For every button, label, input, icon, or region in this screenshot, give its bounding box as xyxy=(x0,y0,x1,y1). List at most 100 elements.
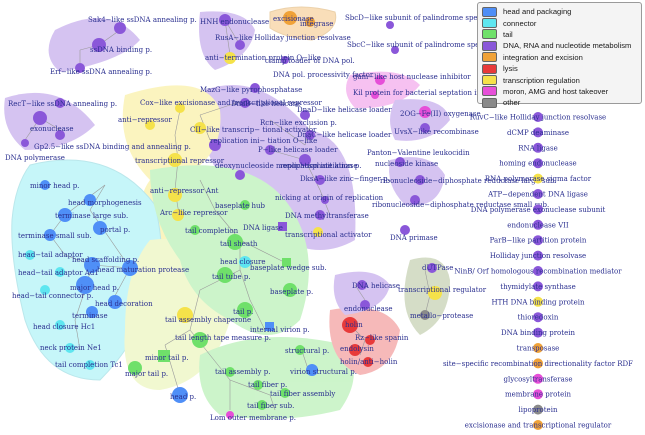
singleton-label: transposase xyxy=(517,345,560,353)
node-clamp xyxy=(281,56,289,64)
node-sak4 xyxy=(114,22,126,34)
lbl-tail-completion: tail completion xyxy=(185,227,239,235)
lbl-holin: holin xyxy=(345,321,363,329)
legend-swatch xyxy=(482,52,497,63)
node-tail-assembly-p xyxy=(225,367,235,377)
node-nicking xyxy=(321,196,329,204)
node-mazg xyxy=(250,83,260,93)
lbl-dnac: DnaC−like helicase loader xyxy=(297,131,392,139)
node-tail-completion xyxy=(190,225,200,235)
lbl-dksa: DksA−like zinc−finger p. xyxy=(300,175,390,183)
lbl-sbcc: SbcC−like subunit of palindrome specific… xyxy=(347,41,545,49)
node-metallo xyxy=(420,310,430,320)
node-erf xyxy=(75,63,85,73)
hull-dutpase xyxy=(404,257,450,335)
node-head-tail-conn xyxy=(40,285,50,295)
lbl-baseplate-wedge: baseplate wedge sub. xyxy=(250,264,327,272)
node-tail-completion-tc1 xyxy=(85,360,95,370)
lbl-excisionase: excisionase xyxy=(273,15,314,23)
node-head-scaffold xyxy=(84,257,100,273)
legend: head and packaging connector tail DNA, RNA … xyxy=(477,2,642,108)
lbl-tail-sheath: tail sheath xyxy=(220,240,258,248)
lbl-dna-pol-proc: DNA pol. processivity factor xyxy=(273,71,374,79)
singleton-node xyxy=(533,296,543,307)
node-labels: Sak4−like ssDNA annealing p. ssDNA bindi… xyxy=(5,14,557,422)
node-head-p xyxy=(172,387,188,403)
lbl-head-tail-conn: head−tail connector p. xyxy=(12,292,93,300)
node-tail-assembly-chap xyxy=(177,307,193,323)
hull-replication xyxy=(201,85,356,250)
singleton-node xyxy=(533,158,543,169)
lbl-structural: structural p. xyxy=(285,347,329,355)
node-trans-reg xyxy=(428,286,442,300)
node-trans-act xyxy=(313,227,323,237)
node-excisionase xyxy=(283,11,297,25)
lbl-terminase: terminase xyxy=(72,312,108,320)
node-virion-structural xyxy=(306,364,318,376)
lbl-major-head: major head p. xyxy=(70,284,119,292)
node-minor-head xyxy=(40,180,50,190)
node-rusa xyxy=(235,40,245,50)
lbl-rnr-large: ribonucleoside−diphosphate reductase lar… xyxy=(380,177,557,185)
lbl-trans-act: transcriptional activator xyxy=(285,231,372,239)
singleton-label: homing endonuclease xyxy=(499,160,576,168)
lbl-dna-polymerase: DNA polymerase xyxy=(5,154,65,162)
lbl-dnab: DnaB−like helicase xyxy=(231,100,300,108)
lbl-terminase-small: terminase small sub. xyxy=(18,232,92,240)
singleton-label: endonuclease VII xyxy=(507,221,569,229)
lbl-gam: gam−like host nuclease inhibitor xyxy=(353,73,471,81)
node-minor-tail xyxy=(158,350,170,362)
lbl-nicking: nicking at origin of replication xyxy=(275,194,384,202)
lbl-tail-completion-tc1: tail completion Tc1 xyxy=(55,361,123,369)
lbl-anti-rep-ant: anti−repressor Ant xyxy=(150,187,219,195)
lbl-dna-ligase: DNA ligase xyxy=(243,224,283,232)
lbl-lom: Lom outer membrane p. xyxy=(210,414,296,422)
legend-swatch xyxy=(482,75,497,86)
node-kil xyxy=(371,91,379,99)
legend-item: transcription regulation xyxy=(482,74,637,86)
hull-tail-green xyxy=(150,165,309,335)
lbl-dnad: DnaD−like helicase loader xyxy=(297,106,392,114)
node-gam xyxy=(375,75,385,85)
lbl-internal-virion: internal virion p. xyxy=(250,326,310,334)
lbl-tail-fiber-p: tail fiber p. xyxy=(248,381,287,389)
legend-swatch xyxy=(482,63,497,74)
singleton-node xyxy=(533,235,543,246)
node-dna-ligase xyxy=(278,222,287,231)
lbl-head-p: head p. xyxy=(170,393,196,401)
singleton-node xyxy=(533,281,543,292)
lbl-dna-helicase: DNA helicase xyxy=(352,282,400,290)
node-trans-rep xyxy=(168,153,182,167)
lbl-anti-term: anti−termination protein Q−like xyxy=(205,54,321,62)
singleton-node xyxy=(533,343,543,353)
singleton-node xyxy=(533,142,543,153)
node-holin xyxy=(342,317,358,333)
node-dna-helicase xyxy=(357,280,367,290)
node-baseplate-wedge xyxy=(282,258,291,267)
lbl-head-tail-adaptor: head−tail adaptor xyxy=(18,251,83,259)
legend-item: integration and excision xyxy=(482,52,637,63)
node-ogv xyxy=(419,106,431,118)
node-holin-anti xyxy=(363,357,373,367)
lbl-dutpase: dUTPase xyxy=(422,264,453,272)
legend-label: head and packaging xyxy=(503,7,572,17)
lbl-virion-structural: virion structural p. xyxy=(289,368,357,376)
lbl-ssdna-binding: ssDNA binding p. xyxy=(90,46,152,54)
node-tail-length xyxy=(192,332,208,348)
nodes xyxy=(21,11,442,419)
node-anti-term xyxy=(224,52,236,64)
node-endolysin xyxy=(349,344,361,356)
lbl-rusa: RusA−like Holliday junction resolvase xyxy=(215,34,351,42)
lbl-baseplate-hub: baseplate hub xyxy=(215,202,265,210)
singleton-node xyxy=(533,219,543,230)
lbl-metallo: metallo−protease xyxy=(410,312,473,320)
node-head-closure-hc1 xyxy=(55,320,65,330)
node-sbcd xyxy=(386,21,394,29)
node-integrase xyxy=(305,17,315,27)
node-hnh xyxy=(219,14,231,26)
node-head-tail-ad1 xyxy=(55,267,65,277)
lbl-dna-primase: DNA primase xyxy=(390,234,438,242)
lbl-exonuclease: exonuclease xyxy=(30,125,74,133)
lbl-head-closure: head closure xyxy=(220,258,266,266)
node-tail-p xyxy=(237,302,253,318)
